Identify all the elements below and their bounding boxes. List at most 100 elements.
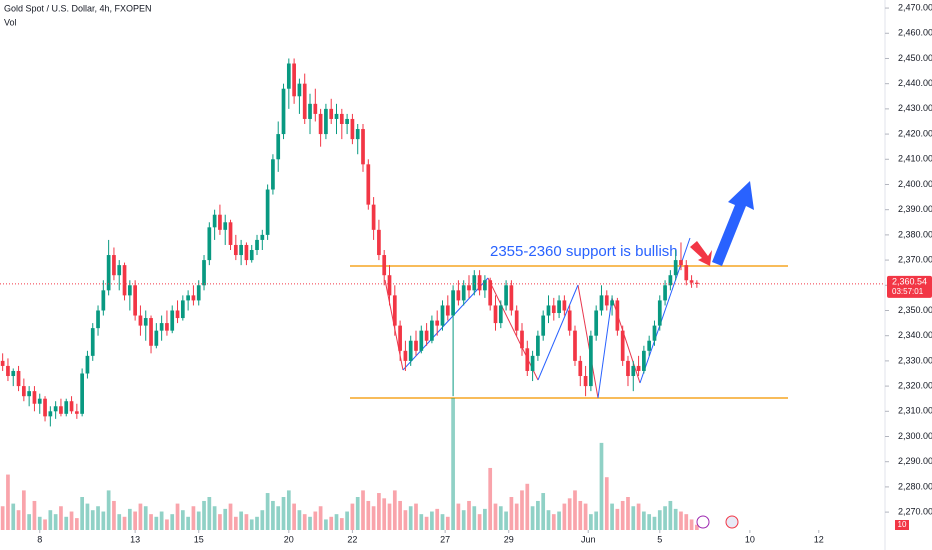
volume-bar bbox=[239, 511, 243, 530]
volume-bar bbox=[387, 503, 392, 530]
volume-bar bbox=[292, 503, 296, 530]
volume-bar bbox=[138, 503, 143, 530]
volume-bar bbox=[228, 503, 233, 530]
volume-bar bbox=[202, 500, 206, 530]
candle-body bbox=[355, 129, 360, 140]
candle-body bbox=[483, 280, 487, 291]
candle-body bbox=[90, 328, 95, 356]
candle-body bbox=[0, 360, 5, 366]
volume-bar bbox=[212, 506, 217, 530]
candle-body bbox=[101, 290, 106, 311]
y-tick-label: 2,420.00 bbox=[898, 128, 932, 138]
volume-bar bbox=[652, 516, 657, 530]
volume-bar bbox=[48, 510, 53, 530]
candle-body bbox=[689, 280, 694, 283]
candle-body bbox=[435, 320, 440, 326]
volume-bar bbox=[233, 516, 238, 530]
volume-bar bbox=[695, 524, 699, 530]
volume-bar bbox=[355, 497, 360, 530]
candle-body bbox=[414, 340, 418, 351]
volume-bar bbox=[59, 506, 63, 530]
candle-body bbox=[339, 113, 344, 124]
candle-body bbox=[398, 325, 402, 351]
candle-body bbox=[249, 250, 254, 261]
volume-bar bbox=[149, 514, 153, 530]
volume-bar bbox=[679, 511, 683, 530]
volume-bar bbox=[642, 511, 646, 530]
candle-body bbox=[456, 290, 461, 301]
volume-bar bbox=[16, 510, 21, 530]
volume-bar bbox=[106, 490, 111, 530]
candle-body bbox=[308, 103, 312, 119]
volume-bar bbox=[175, 503, 180, 530]
candle-body bbox=[27, 391, 32, 397]
volume-bar bbox=[11, 503, 16, 530]
candle-body bbox=[366, 164, 371, 205]
volume-bar bbox=[21, 490, 26, 530]
volume-bar bbox=[467, 500, 471, 530]
candle-body bbox=[350, 118, 355, 140]
candle-body bbox=[292, 63, 296, 97]
candle-body bbox=[578, 360, 583, 377]
volume-bar bbox=[414, 503, 418, 530]
volume-bar bbox=[302, 514, 307, 530]
last-price-box bbox=[887, 275, 932, 298]
volume-bar bbox=[69, 511, 74, 530]
candle-body bbox=[11, 370, 16, 377]
volume-bar bbox=[276, 506, 281, 530]
volume-bar bbox=[249, 519, 254, 530]
volume-bar bbox=[260, 510, 265, 530]
candle-body bbox=[562, 300, 567, 311]
x-tick-label: 5 bbox=[657, 534, 662, 544]
candle-body bbox=[37, 398, 42, 404]
y-tick-label: 2,460.00 bbox=[898, 28, 932, 38]
candle-body bbox=[80, 373, 84, 414]
volume-badge: 10 bbox=[898, 520, 907, 529]
candle-body bbox=[509, 285, 514, 311]
candle-body bbox=[657, 300, 662, 326]
candle-body bbox=[451, 290, 455, 316]
candle-body bbox=[647, 340, 652, 351]
candle-body bbox=[679, 260, 683, 266]
volume-bar bbox=[43, 519, 47, 530]
volume-bar bbox=[223, 508, 228, 530]
candle-body bbox=[589, 335, 593, 387]
candle-body bbox=[149, 318, 153, 346]
x-tick-label: 15 bbox=[194, 534, 204, 544]
chart-title: Gold Spot / U.S. Dollar, 4h, FXOPEN bbox=[4, 3, 152, 13]
x-tick-label: 12 bbox=[814, 534, 824, 544]
volume-bar bbox=[626, 497, 630, 530]
candle-body bbox=[695, 282, 699, 284]
candle-body bbox=[228, 222, 233, 245]
volume-bar bbox=[318, 506, 323, 530]
candle-body bbox=[313, 103, 318, 114]
volume-bar bbox=[536, 500, 540, 530]
volume-bar bbox=[345, 511, 349, 530]
volume-bar bbox=[435, 508, 440, 530]
candle-body bbox=[467, 285, 471, 291]
volume-bar bbox=[74, 518, 79, 530]
candle-body bbox=[191, 295, 196, 301]
candle-body bbox=[196, 285, 201, 301]
volume-bar bbox=[133, 511, 137, 530]
volume-bar bbox=[308, 516, 312, 530]
volume-bar bbox=[122, 516, 127, 530]
volume-bar bbox=[461, 510, 466, 530]
volume-bar bbox=[286, 490, 291, 530]
volume-bar bbox=[382, 498, 387, 530]
volume-bar bbox=[398, 500, 402, 530]
volume-bar bbox=[620, 500, 625, 530]
x-tick-label: Jun bbox=[581, 534, 596, 544]
volume-bar bbox=[297, 510, 302, 530]
volume-bar bbox=[530, 506, 535, 530]
volume-bar bbox=[143, 506, 148, 530]
candle-body bbox=[64, 401, 69, 414]
volume-bar bbox=[191, 506, 196, 530]
volume-label: Vol bbox=[4, 17, 17, 27]
y-tick-label: 2,380.00 bbox=[898, 229, 932, 239]
candle-body bbox=[159, 323, 164, 331]
annotation: 2355-2360 support is bullish bbox=[490, 243, 678, 260]
candle-body bbox=[133, 285, 137, 316]
y-tick-label: 2,410.00 bbox=[898, 154, 932, 164]
volume-bar bbox=[329, 516, 334, 530]
